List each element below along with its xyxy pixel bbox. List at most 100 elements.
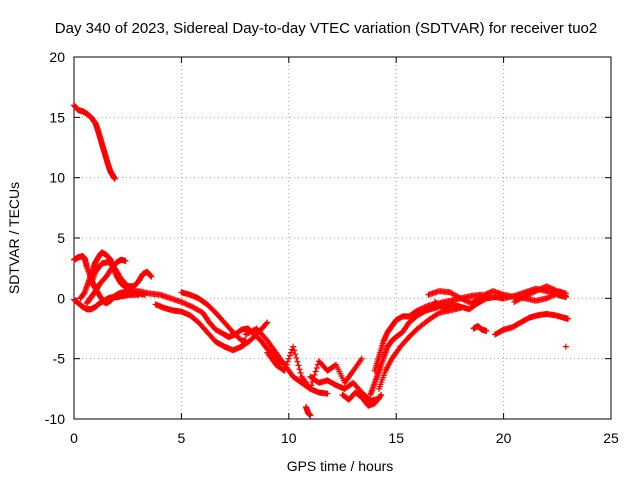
series-mid-3 [178, 289, 249, 344]
series-mid-2 [152, 301, 271, 354]
data-point [523, 292, 530, 299]
data-point [183, 301, 190, 308]
x-tick-label: 10 [281, 430, 297, 446]
series-segment-early-high [71, 102, 118, 182]
data-point [457, 295, 464, 302]
data-point [522, 292, 529, 299]
data-point [295, 362, 302, 369]
data-point [543, 295, 550, 302]
data-point [527, 290, 534, 297]
data-point [434, 310, 441, 317]
data-point [460, 296, 467, 303]
series-end-point [562, 343, 569, 350]
data-point [532, 288, 539, 295]
data-point [263, 320, 270, 327]
data-point [111, 175, 118, 182]
data-point [264, 319, 271, 326]
series-late-4 [492, 311, 572, 338]
data-point [543, 283, 550, 290]
data-point [524, 291, 531, 298]
data-point [562, 343, 569, 350]
data-point [307, 385, 314, 392]
x-tick-label: 5 [178, 430, 186, 446]
data-point [485, 289, 492, 296]
data-point [284, 358, 291, 365]
data-point [546, 284, 553, 291]
axis-ticks: 0 5 10 15 20 25 -10 -5 0 5 10 15 20 [45, 49, 619, 446]
series-late-3 [511, 283, 569, 305]
data-point [291, 347, 298, 354]
data-point [148, 273, 155, 280]
series-low-1 [302, 403, 314, 419]
data-point [294, 358, 301, 365]
data-point [286, 352, 293, 359]
data-point [187, 303, 194, 310]
data-point [186, 302, 193, 309]
data-point [550, 286, 557, 293]
y-tick-label: -5 [53, 351, 66, 367]
data-point [544, 283, 551, 290]
data-point [297, 369, 304, 376]
data-point [540, 284, 547, 291]
series-arc-d [83, 256, 129, 307]
y-axis-label: SDTVAR / TECUs [6, 182, 22, 294]
data-point [296, 366, 303, 373]
data-point [283, 361, 290, 368]
data-point [458, 295, 465, 302]
data-point [290, 343, 297, 350]
data-point [562, 290, 569, 297]
data-point [464, 298, 471, 305]
data-point [535, 286, 542, 293]
x-tick-label: 25 [603, 430, 619, 446]
data-point [530, 289, 537, 296]
series-late-2 [431, 285, 569, 313]
data-point [565, 315, 572, 322]
data-point [281, 367, 288, 374]
data-point [547, 285, 554, 292]
x-axis-label: GPS time / hours [287, 458, 394, 474]
data-point [546, 294, 553, 301]
data-point [538, 285, 545, 292]
grid-lines [74, 57, 611, 419]
data-point [324, 390, 331, 397]
data-point [308, 382, 315, 389]
data-point [285, 355, 292, 362]
data-point [312, 368, 319, 375]
data-point [242, 337, 249, 344]
y-tick-label: 15 [49, 109, 65, 125]
y-tick-label: 10 [49, 170, 65, 186]
data-point [463, 297, 470, 304]
data-point [307, 412, 314, 419]
data-point [182, 300, 189, 307]
data-point [292, 351, 299, 358]
data-point [456, 294, 463, 301]
data-point [293, 354, 300, 361]
data-points [71, 102, 572, 419]
data-point [551, 286, 558, 293]
data-point [536, 286, 543, 293]
data-point [122, 257, 129, 264]
data-point [287, 349, 294, 356]
data-point [378, 391, 385, 398]
x-tick-label: 15 [388, 430, 404, 446]
data-point [487, 289, 494, 296]
data-point [179, 299, 186, 306]
series-recovery-2 [367, 301, 447, 398]
x-tick-label: 20 [496, 430, 512, 446]
data-point [185, 301, 192, 308]
series-late-5 [470, 323, 490, 334]
data-point [526, 291, 533, 298]
data-point [528, 289, 535, 296]
y-tick-label: -10 [45, 411, 65, 427]
data-point [252, 326, 259, 333]
data-point [483, 327, 490, 334]
y-tick-label: 20 [49, 49, 65, 65]
y-tick-label: 5 [57, 230, 65, 246]
data-point [548, 285, 555, 292]
data-point [313, 365, 320, 372]
series-mid-5 [264, 343, 365, 392]
data-point [531, 288, 538, 295]
x-tick-label: 0 [70, 430, 78, 446]
data-point [534, 287, 541, 294]
